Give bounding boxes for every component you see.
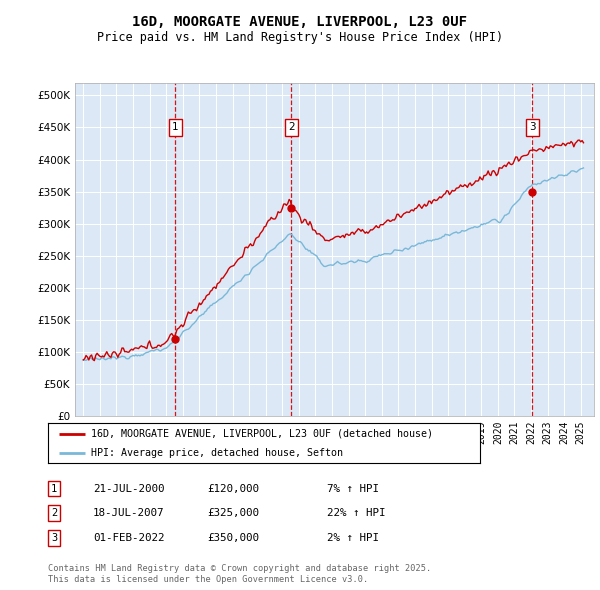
Text: 2% ↑ HPI: 2% ↑ HPI <box>327 533 379 543</box>
Text: 16D, MOORGATE AVENUE, LIVERPOOL, L23 0UF: 16D, MOORGATE AVENUE, LIVERPOOL, L23 0UF <box>133 15 467 29</box>
Text: 16D, MOORGATE AVENUE, LIVERPOOL, L23 0UF (detached house): 16D, MOORGATE AVENUE, LIVERPOOL, L23 0UF… <box>91 429 433 439</box>
Text: £120,000: £120,000 <box>207 484 259 493</box>
Text: HPI: Average price, detached house, Sefton: HPI: Average price, detached house, Seft… <box>91 448 343 458</box>
Text: 01-FEB-2022: 01-FEB-2022 <box>93 533 164 543</box>
Text: £350,000: £350,000 <box>207 533 259 543</box>
Text: This data is licensed under the Open Government Licence v3.0.: This data is licensed under the Open Gov… <box>48 575 368 584</box>
Text: 1: 1 <box>51 484 57 493</box>
Text: £325,000: £325,000 <box>207 509 259 518</box>
Text: 2: 2 <box>288 123 295 133</box>
Text: 1: 1 <box>172 123 179 133</box>
Text: 21-JUL-2000: 21-JUL-2000 <box>93 484 164 493</box>
Text: 7% ↑ HPI: 7% ↑ HPI <box>327 484 379 493</box>
Text: Contains HM Land Registry data © Crown copyright and database right 2025.: Contains HM Land Registry data © Crown c… <box>48 565 431 573</box>
Text: Price paid vs. HM Land Registry's House Price Index (HPI): Price paid vs. HM Land Registry's House … <box>97 31 503 44</box>
Text: 22% ↑ HPI: 22% ↑ HPI <box>327 509 386 518</box>
Text: 18-JUL-2007: 18-JUL-2007 <box>93 509 164 518</box>
Text: 2: 2 <box>51 509 57 518</box>
Text: 3: 3 <box>529 123 536 133</box>
Text: 3: 3 <box>51 533 57 543</box>
